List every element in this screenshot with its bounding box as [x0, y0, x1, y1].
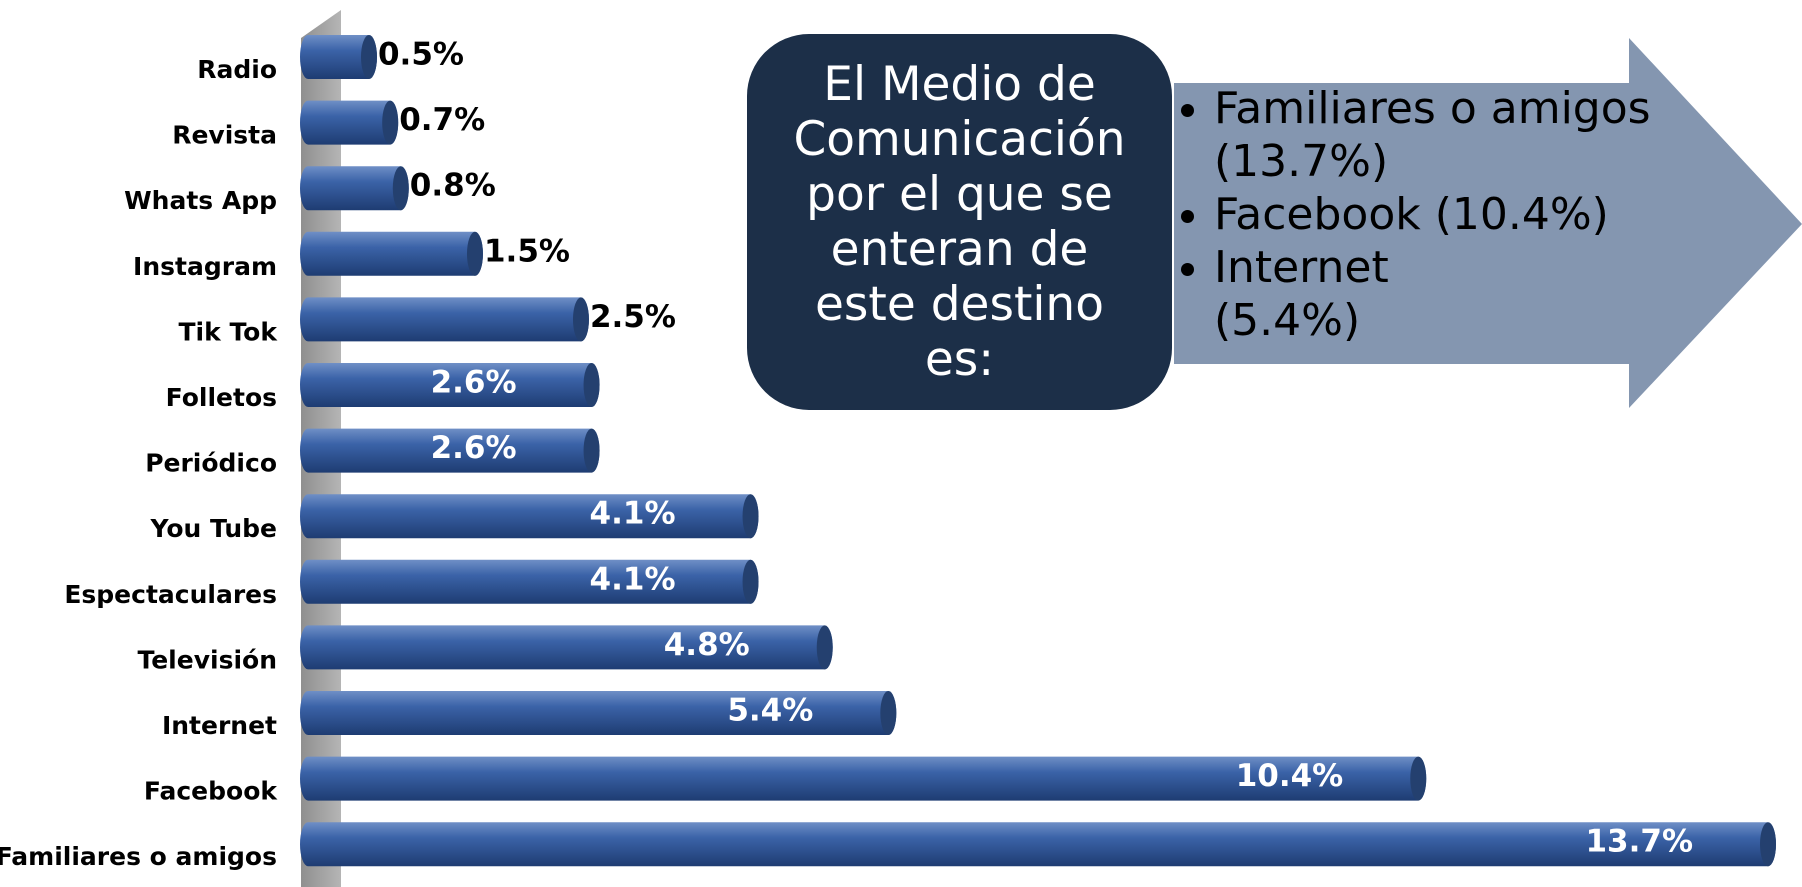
- category-label: Familiares o amigos: [0, 842, 277, 871]
- value-label: 0.5%: [378, 37, 464, 73]
- category-label: Internet: [162, 711, 277, 740]
- bar: [300, 494, 759, 539]
- bar: [300, 297, 589, 342]
- callout-bullets: Familiares o amigos (13.7%)Facebook (10.…: [1180, 82, 1654, 347]
- category-label: Radio: [197, 55, 277, 84]
- bar-cap: [583, 363, 600, 407]
- category-label: Tik Tok: [179, 317, 279, 346]
- bar-cap: [382, 100, 399, 145]
- callout-text: El Medio de Comunicación por el que se e…: [793, 57, 1126, 387]
- value-label: 0.7%: [399, 102, 485, 138]
- value-label: 1.5%: [484, 233, 570, 269]
- value-label: 5.4%: [727, 693, 813, 729]
- bar: [300, 625, 833, 670]
- category-label: Televisión: [137, 645, 277, 674]
- bar-cap: [742, 559, 759, 604]
- bar-cap: [392, 166, 409, 211]
- bar-cap: [1760, 822, 1776, 867]
- bar: [300, 166, 409, 211]
- category-label: Instagram: [133, 252, 277, 281]
- category-label: Facebook: [144, 777, 279, 806]
- value-label: 2.6%: [431, 430, 517, 466]
- callout-bullet: Internet (5.4%): [1214, 241, 1414, 347]
- bar-cap: [583, 428, 600, 473]
- value-label: 2.6%: [431, 365, 517, 401]
- bar-cap: [816, 625, 833, 670]
- value-label: 0.8%: [410, 168, 496, 204]
- value-label: 13.7%: [1585, 824, 1693, 860]
- bar-cap: [466, 231, 483, 276]
- bar: [300, 35, 377, 79]
- bar: [300, 100, 399, 145]
- value-label: 4.1%: [590, 561, 676, 597]
- callout-bullet: Facebook (10.4%): [1214, 188, 1654, 241]
- bar: [300, 691, 897, 735]
- category-label: Periódico: [145, 449, 277, 478]
- bar: [300, 363, 600, 407]
- value-label: 4.8%: [664, 627, 750, 663]
- category-label: Whats App: [124, 186, 277, 215]
- callout-bullet: Familiares o amigos (13.7%): [1214, 82, 1654, 188]
- callout-box: El Medio de Comunicación por el que se e…: [747, 34, 1172, 410]
- bar-cap: [880, 691, 897, 735]
- bar: [300, 559, 759, 604]
- bar-cap: [572, 297, 589, 342]
- bar: [300, 756, 1427, 801]
- value-label: 10.4%: [1236, 758, 1344, 794]
- category-label: Revista: [172, 121, 277, 150]
- bar-cap: [1410, 756, 1427, 801]
- value-label: 4.1%: [590, 496, 676, 532]
- bar-cap: [360, 35, 377, 79]
- bar-cap: [742, 494, 759, 539]
- bar: [300, 428, 600, 473]
- value-label: 2.5%: [590, 299, 676, 335]
- category-label: Folletos: [166, 383, 277, 412]
- bar: [300, 231, 483, 276]
- arrow: [1174, 38, 1802, 408]
- category-label: Espectaculares: [64, 580, 277, 609]
- bar: [300, 822, 1776, 867]
- category-label: You Tube: [150, 514, 277, 543]
